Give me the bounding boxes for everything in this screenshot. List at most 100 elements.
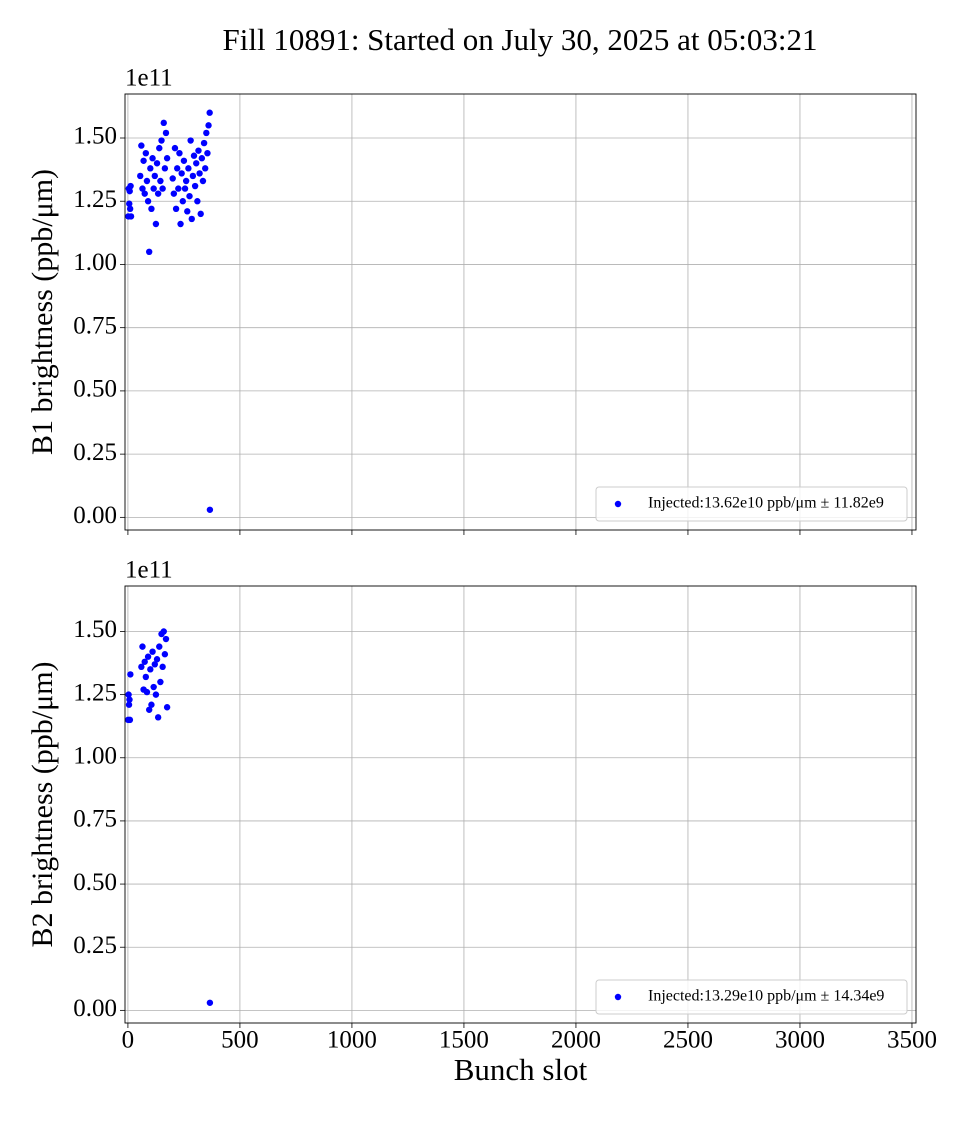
legend-marker xyxy=(614,500,622,508)
scatter-point xyxy=(190,152,198,159)
scatter-point xyxy=(127,213,135,220)
scatter-point xyxy=(206,506,214,513)
scatter-point xyxy=(193,160,200,167)
scatter-point xyxy=(127,671,134,678)
y-tick-label: 0.25 xyxy=(73,439,117,466)
scatter-point xyxy=(170,190,178,197)
scatter-point xyxy=(145,706,153,713)
y-tick-label: 0.25 xyxy=(73,932,117,959)
y-tick-label: 1.00 xyxy=(73,743,117,770)
scatter-point xyxy=(150,185,157,192)
scatter-point xyxy=(156,144,163,152)
scatter-point xyxy=(151,661,158,668)
scatter-point xyxy=(158,137,165,144)
scatter-point xyxy=(199,177,207,185)
scatter-point xyxy=(125,701,133,708)
scatter-point xyxy=(175,185,182,192)
legend-box xyxy=(595,979,908,1015)
scatter-point xyxy=(147,666,154,673)
scatter-point xyxy=(187,137,194,144)
scatter-point xyxy=(205,122,212,129)
scatter-point xyxy=(126,205,134,213)
figure-title: Fill 10891: Started on July 30, 2025 at … xyxy=(222,22,817,57)
x-tick-label: 3000 xyxy=(775,1027,825,1054)
scatter-point xyxy=(153,656,161,663)
plot-frame xyxy=(124,93,917,531)
scatter-point xyxy=(126,696,133,703)
y-tick-label: 0.00 xyxy=(73,995,117,1022)
scatter-point xyxy=(153,160,161,167)
scatter-point xyxy=(162,129,170,137)
y-axis-label: B1 brightness (ppb/μm) xyxy=(26,169,59,455)
scatter-point xyxy=(126,716,134,724)
scatter-point xyxy=(195,147,202,154)
scatter-point xyxy=(154,190,162,197)
scatter-point xyxy=(191,182,199,190)
scatter-point xyxy=(149,648,156,655)
scatter-point xyxy=(144,653,152,660)
y-tick-label: 1.50 xyxy=(73,616,117,643)
scatter-point xyxy=(152,691,160,698)
scatter-point xyxy=(204,149,211,157)
y-tick-label: 1.50 xyxy=(73,123,117,150)
scatter-point xyxy=(203,129,210,137)
scatter-point xyxy=(181,185,189,192)
scatter-point xyxy=(194,198,201,205)
scatter-point xyxy=(157,678,164,686)
scatter-point xyxy=(160,119,167,127)
scatter-point xyxy=(149,155,156,162)
scatter-point xyxy=(126,187,133,195)
x-tick-label: 1500 xyxy=(439,1027,489,1054)
scatter-point xyxy=(138,663,145,671)
scatter-point xyxy=(156,643,163,650)
offset-label: 1e11 xyxy=(125,65,173,92)
legend-label: Injected:13.29e10 ppb/μm ± 14.34e9 xyxy=(648,988,884,1005)
y-tick-label: 1.25 xyxy=(73,679,117,706)
scatter-point xyxy=(200,139,208,147)
scatter-point xyxy=(152,220,160,228)
x-tick-label: 500 xyxy=(221,1027,259,1054)
scatter-point xyxy=(160,628,167,635)
scatter-point xyxy=(148,205,155,213)
scatter-point xyxy=(141,190,148,197)
scatter-point xyxy=(206,999,214,1006)
scatter-point xyxy=(139,643,146,650)
scatter-point xyxy=(148,701,155,708)
scatter-point xyxy=(173,165,181,172)
scatter-point xyxy=(157,177,164,185)
scatter-point xyxy=(176,149,183,157)
y-tick-label: 0.50 xyxy=(73,869,117,896)
legend-label: Injected:13.62e10 ppb/μm ± 11.82e9 xyxy=(648,495,884,512)
scatter-point xyxy=(154,714,162,721)
scatter-point xyxy=(198,155,206,162)
scatter-point xyxy=(163,155,171,162)
scatter-point xyxy=(143,688,151,696)
x-axis-label: Bunch slot xyxy=(454,1052,588,1087)
scatter-point xyxy=(143,177,151,185)
plot-frame xyxy=(124,585,917,1024)
scatter-point xyxy=(151,172,158,180)
scatter-point xyxy=(142,673,150,681)
y-tick-label: 1.00 xyxy=(73,249,117,276)
scatter-point xyxy=(188,215,195,223)
scatter-point xyxy=(185,165,192,172)
scatter-point xyxy=(137,172,144,180)
y-tick-label: 0.75 xyxy=(73,312,117,339)
scatter-point xyxy=(201,165,209,172)
scatter-point xyxy=(144,198,152,205)
scatter-point xyxy=(182,177,190,185)
scatter-point xyxy=(196,170,203,177)
x-tick-label: 3500 xyxy=(887,1027,937,1054)
offset-label: 1e11 xyxy=(125,557,173,584)
x-tick-label: 2000 xyxy=(551,1027,601,1054)
scatter-point xyxy=(145,248,153,256)
scatter-point xyxy=(139,185,146,192)
scatter-point xyxy=(169,175,176,182)
legend-marker xyxy=(614,993,622,1001)
scatter-point xyxy=(172,205,180,213)
scatter-point xyxy=(142,149,150,157)
scatter-point xyxy=(177,220,184,228)
scatter-point xyxy=(206,109,213,116)
x-tick-label: 2500 xyxy=(663,1027,713,1054)
scatter-point xyxy=(178,170,185,177)
